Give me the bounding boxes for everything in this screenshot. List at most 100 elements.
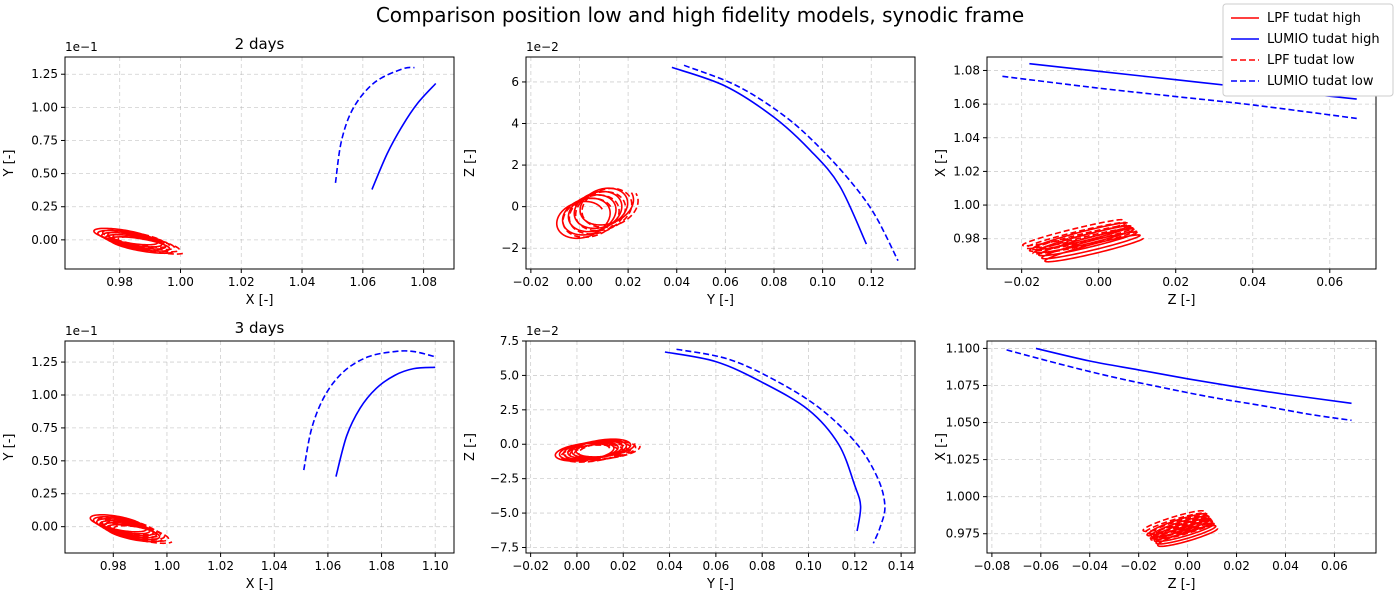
series-lumio-tudat-low	[1002, 75, 1357, 120]
y-tick-label: 7.5	[500, 334, 519, 348]
series-lumio-tudat-low	[683, 64, 899, 262]
y-tick-label: −7.5	[490, 540, 519, 554]
axes-frame	[64, 56, 455, 270]
x-tick-label: 0.06	[1321, 559, 1348, 573]
x-tick-label: 0.10	[809, 275, 836, 289]
x-tick-label: 0.08	[749, 559, 776, 573]
x-tick-label: −0.02	[1120, 559, 1157, 573]
axis-offset-text: 1e−1	[65, 324, 98, 338]
x-tick-label: 1.08	[368, 559, 395, 573]
axes-frame	[986, 340, 1377, 554]
x-tick-label: 0.06	[712, 275, 739, 289]
y-tick-label: 1.04	[953, 131, 980, 145]
y-tick-label: −2.5	[490, 472, 519, 486]
y-tick-label: 0.25	[31, 200, 58, 214]
y-tick-label: −2	[501, 241, 519, 255]
x-tick-label: 1.04	[289, 275, 316, 289]
x-tick-label: 1.04	[261, 559, 288, 573]
x-tick-label: −0.08	[974, 559, 1011, 573]
x-axis-label: Y [-]	[706, 293, 734, 308]
subplot-title: 3 days	[235, 319, 285, 337]
x-tick-label: 1.06	[315, 559, 342, 573]
series-lpf-tudat-high	[1031, 221, 1144, 263]
y-tick-label: 0.00	[31, 233, 58, 247]
x-tick-label: 0.00	[1174, 559, 1201, 573]
x-tick-label: 0.98	[106, 275, 133, 289]
axis-offset-text: 1e−1	[65, 40, 98, 54]
series-lpf-tudat-low	[562, 187, 639, 239]
series-lumio-tudat-high	[671, 66, 868, 245]
y-tick-label: 1.00	[953, 198, 980, 212]
y-tick-label: 1.25	[31, 355, 58, 369]
x-tick-label: 0.98	[100, 559, 127, 573]
x-axis-label: Y [-]	[706, 577, 734, 592]
x-tick-label: −0.06	[1022, 559, 1059, 573]
series-lpf-tudat-low	[1021, 218, 1138, 255]
x-axis-label: X [-]	[246, 577, 274, 592]
y-tick-label: 5.0	[500, 368, 519, 382]
subplot-grid: 0.98 1.00 1.02 1.04 1.06 1.08 0.00 0.25 0.50 0.75…	[2, 35, 1377, 592]
series-lumio-tudat-high	[664, 351, 862, 532]
x-tick-label: 0.02	[1162, 275, 1189, 289]
y-axis-label: Z [-]	[463, 149, 478, 177]
x-tick-label: 0.08	[761, 275, 788, 289]
subplot-3: −0.02 0.00 0.02 0.04 0.06 0.98 1.00 1.02 1.04 1.0…	[934, 56, 1377, 308]
legend: LPF tudat high LUMIO tudat high LPF tuda…	[1222, 3, 1394, 97]
y-tick-label: 1.00	[31, 388, 58, 402]
y-tick-label: 1.050	[946, 416, 980, 430]
y-axis-label: Z [-]	[463, 433, 478, 461]
y-tick-label: 0.25	[31, 487, 58, 501]
x-tick-label: 1.00	[167, 275, 194, 289]
figure-title: Comparison position low and high fidelit…	[376, 3, 1024, 27]
series-group	[554, 348, 886, 544]
series-lpf-tudat-low	[1142, 509, 1215, 542]
x-tick-label: 0.02	[615, 275, 642, 289]
axes-frame	[525, 340, 916, 554]
y-tick-label: 4	[511, 117, 519, 131]
axes-frame	[64, 340, 455, 554]
y-tick-label: 2	[511, 158, 519, 172]
x-tick-label: 0.00	[564, 559, 591, 573]
legend-label-lpf-high: LPF tudat high	[1267, 11, 1361, 26]
series-group	[555, 64, 899, 262]
y-tick-label: 1.025	[946, 453, 980, 467]
series-group	[1006, 347, 1352, 548]
axes-frame	[525, 56, 916, 270]
x-tick-label: 0.02	[1223, 559, 1250, 573]
x-tick-label: −0.04	[1071, 559, 1108, 573]
x-tick-label: 0.00	[566, 275, 593, 289]
y-axis-label: X [-]	[934, 149, 949, 177]
y-tick-label: 1.000	[946, 490, 980, 504]
subplot-5: −0.02 0.00 0.02 0.04 0.06 0.08 0.10 0.12 0.14 −7.…	[463, 324, 916, 592]
x-axis-label: Z [-]	[1168, 577, 1196, 592]
series-lpf-tudat-low	[97, 516, 173, 545]
y-axis-label: X [-]	[934, 433, 949, 461]
series-lpf-tudat-low	[101, 229, 185, 255]
x-tick-label: 0.04	[1272, 559, 1299, 573]
series-group	[93, 66, 437, 255]
subplot-4: 0.98 1.00 1.02 1.04 1.06 1.08 1.10 0.00 0.25 0.50…	[2, 319, 455, 592]
series-lumio-tudat-low	[1006, 349, 1352, 422]
series-lumio-tudat-low	[676, 348, 886, 544]
y-tick-label: 0.50	[31, 454, 58, 468]
axis-offset-text: 1e−2	[526, 40, 559, 54]
y-tick-label: 0	[511, 200, 519, 214]
y-tick-label: −5.0	[490, 506, 519, 520]
y-tick-label: 1.06	[953, 97, 980, 111]
axis-offset-text: 1e−2	[526, 324, 559, 338]
y-tick-label: 0.75	[31, 421, 58, 435]
x-tick-label: 1.02	[228, 275, 255, 289]
y-tick-label: 1.100	[946, 341, 980, 355]
x-axis-label: X [-]	[246, 293, 274, 308]
subplot-title: 2 days	[235, 35, 285, 53]
x-tick-label: 0.04	[663, 275, 690, 289]
subplot-2: −0.02 0.00 0.02 0.04 0.06 0.08 0.10 0.12 −2 0 2 4 6 Y…	[463, 40, 916, 308]
y-tick-label: 0.75	[31, 133, 58, 147]
series-lpf-tudat-high	[1148, 512, 1219, 548]
legend-label-lumio-high: LUMIO tudat high	[1267, 32, 1380, 47]
series-lumio-tudat-high	[335, 366, 436, 477]
x-tick-label: 1.06	[349, 275, 376, 289]
y-tick-label: 1.02	[953, 164, 980, 178]
y-tick-label: 2.5	[500, 403, 519, 417]
legend-label-lpf-low: LPF tudat low	[1267, 53, 1355, 68]
